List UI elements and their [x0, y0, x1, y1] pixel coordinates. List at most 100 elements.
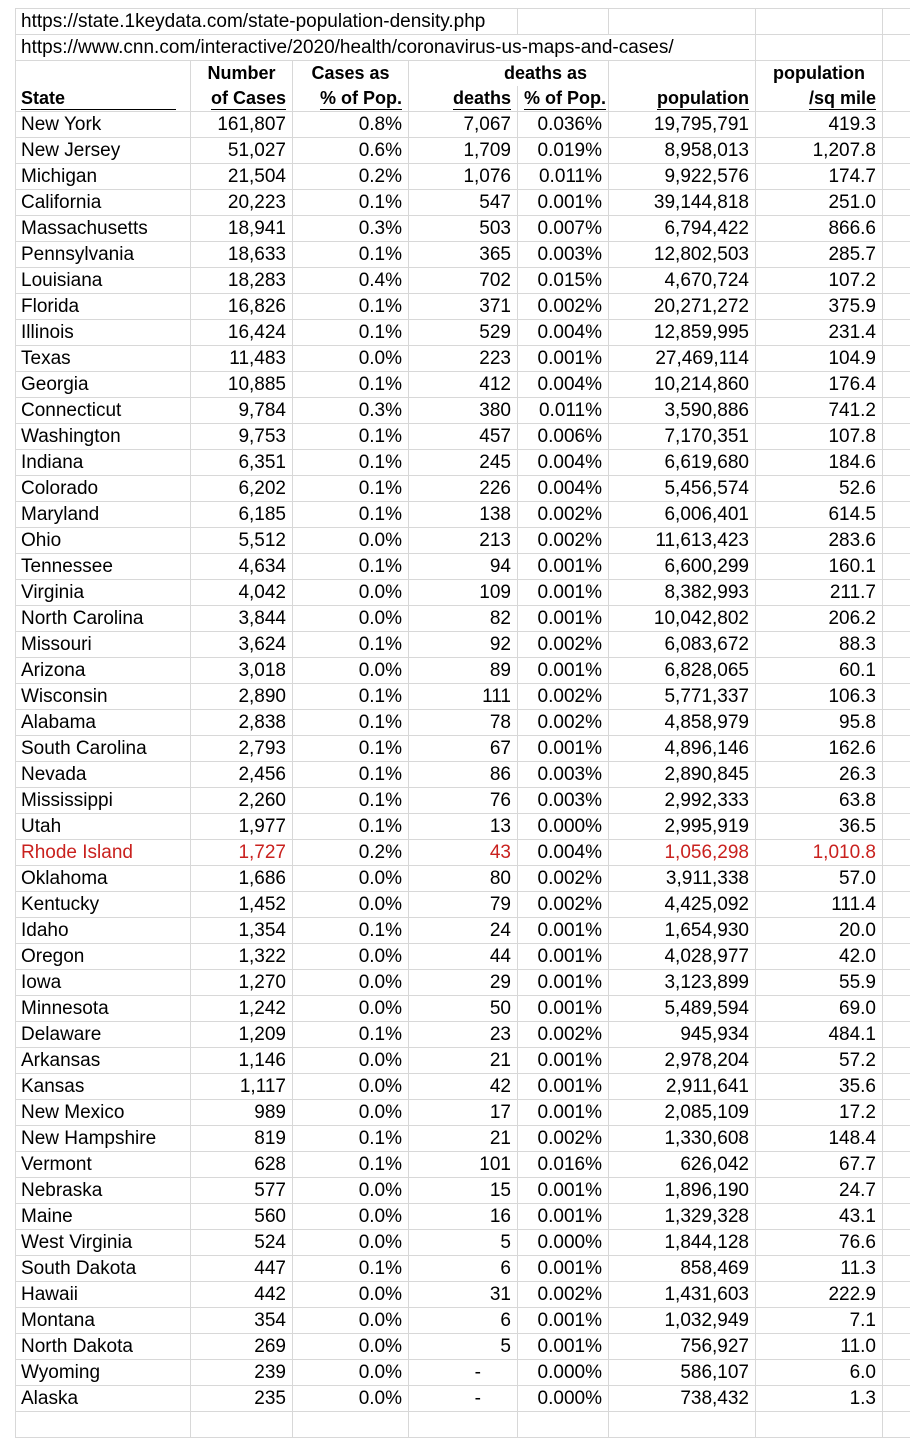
value-cell: 76.6 — [755, 1229, 883, 1256]
data-row: New Mexico 989 0.0% 17 0.001% 2,085,109 17.2 — [15, 1099, 910, 1126]
value-cell: 0.0% — [292, 1359, 409, 1386]
value-cell: 4,028,977 — [608, 943, 756, 970]
value-cell: 12,802,503 — [608, 241, 756, 268]
value-cell: 0.000% — [517, 1229, 609, 1256]
empty-cell — [882, 891, 910, 918]
value-cell: 1,207.8 — [755, 137, 883, 164]
value-cell: 138 — [408, 501, 518, 528]
url: https://state.1keydata.com/state-populat… — [15, 8, 518, 35]
value-cell: 0.001% — [517, 735, 609, 762]
value-cell: 0.1% — [292, 1151, 409, 1178]
state-cell: Wisconsin — [15, 683, 191, 710]
value-cell: 161,807 — [190, 111, 293, 138]
value-cell: 16,424 — [190, 319, 293, 346]
empty-cell — [882, 865, 910, 892]
value-cell: 7,067 — [408, 111, 518, 138]
value-cell: 0.0% — [292, 1047, 409, 1074]
state-cell: Alaska — [15, 1385, 191, 1412]
empty-cell — [408, 1411, 518, 1438]
state-cell: Colorado — [15, 475, 191, 502]
empty-cell — [755, 8, 883, 35]
empty-cell — [882, 1333, 910, 1360]
value-cell: 1,329,328 — [608, 1203, 756, 1230]
header-row: Number Cases as deaths as population — [15, 60, 910, 86]
value-cell: - — [408, 1359, 518, 1386]
value-cell: 0.002% — [517, 865, 609, 892]
value-cell: 0.011% — [517, 397, 609, 424]
empty-cell — [517, 1411, 609, 1438]
value-cell: 5 — [408, 1333, 518, 1360]
value-cell: 0.001% — [517, 1073, 609, 1100]
value-cell: 0.0% — [292, 995, 409, 1022]
empty-cell — [882, 1229, 910, 1256]
value-cell: 0.1% — [292, 813, 409, 840]
empty-cell — [882, 293, 910, 320]
value-cell: 6.0 — [755, 1359, 883, 1386]
value-cell: 55.9 — [755, 969, 883, 996]
value-cell: 174.7 — [755, 163, 883, 190]
state-cell: Kentucky — [15, 891, 191, 918]
value-cell: 206.2 — [755, 605, 883, 632]
value-cell: 9,753 — [190, 423, 293, 450]
value-cell: 2,456 — [190, 761, 293, 788]
value-cell: 213 — [408, 527, 518, 554]
empty-cell — [15, 1411, 191, 1438]
value-cell: 13 — [408, 813, 518, 840]
value-cell: 1,330,608 — [608, 1125, 756, 1152]
data-row: Texas 11,483 0.0% 223 0.001% 27,469,114 104.9 — [15, 345, 910, 372]
url-row: https://state.1keydata.com/state-populat… — [15, 8, 910, 35]
value-cell: 1,209 — [190, 1021, 293, 1048]
empty-cell — [882, 163, 910, 190]
value-cell: 1,076 — [408, 163, 518, 190]
data-row: Ohio 5,512 0.0% 213 0.002% 11,613,423 283.6 — [15, 527, 910, 554]
empty-cell — [882, 267, 910, 294]
value-cell: 0.0% — [292, 527, 409, 554]
value-cell: 1,727 — [190, 839, 293, 866]
value-cell: 354 — [190, 1307, 293, 1334]
value-cell: 6,794,422 — [608, 215, 756, 242]
value-cell: 0.001% — [517, 1047, 609, 1074]
state-cell: Florida — [15, 293, 191, 320]
value-cell: 0.001% — [517, 657, 609, 684]
empty-cell — [882, 137, 910, 164]
value-cell: 16,826 — [190, 293, 293, 320]
data-row: South Dakota 447 0.1% 6 0.001% 858,469 11.3 — [15, 1255, 910, 1282]
value-cell: 0.0% — [292, 345, 409, 372]
value-cell: 0.001% — [517, 1099, 609, 1126]
state-cell: Maine — [15, 1203, 191, 1230]
value-cell: 1,056,298 — [608, 839, 756, 866]
data-row: Michigan 21,504 0.2% 1,076 0.011% 9,922,576 17… — [15, 163, 910, 190]
state-cell: Oklahoma — [15, 865, 191, 892]
value-cell: 82 — [408, 605, 518, 632]
value-cell: 0.016% — [517, 1151, 609, 1178]
empty-cell — [882, 917, 910, 944]
state-cell: New Jersey — [15, 137, 191, 164]
value-cell: 0.003% — [517, 761, 609, 788]
value-cell: 35.6 — [755, 1073, 883, 1100]
value-cell: 1,146 — [190, 1047, 293, 1074]
value-cell: 0.1% — [292, 371, 409, 398]
value-cell: 107.2 — [755, 267, 883, 294]
empty-cell — [882, 1385, 910, 1412]
value-cell: 2,890,845 — [608, 761, 756, 788]
value-cell: 0.0% — [292, 1385, 409, 1412]
empty-cell — [882, 397, 910, 424]
url: https://www.cnn.com/interactive/2020/hea… — [15, 34, 756, 61]
value-cell: 1,709 — [408, 137, 518, 164]
value-cell: 3,123,899 — [608, 969, 756, 996]
state-cell: Oregon — [15, 943, 191, 970]
value-cell: 283.6 — [755, 527, 883, 554]
empty-cell — [517, 8, 609, 35]
value-cell: 4,896,146 — [608, 735, 756, 762]
empty-cell — [882, 241, 910, 268]
data-row: New Hampshire 819 0.1% 21 0.002% 1,330,608 148… — [15, 1125, 910, 1152]
data-row: Arkansas 1,146 0.0% 21 0.001% 2,978,204 57.2 — [15, 1047, 910, 1074]
header-cell: Cases as — [292, 60, 409, 86]
state-cell: Maryland — [15, 501, 191, 528]
value-cell: 29 — [408, 969, 518, 996]
value-cell: 11,483 — [190, 345, 293, 372]
header-row: State of Cases % of Pop. deaths % of Pop. pop… — [15, 86, 910, 112]
value-cell: 741.2 — [755, 397, 883, 424]
value-cell: 24 — [408, 917, 518, 944]
